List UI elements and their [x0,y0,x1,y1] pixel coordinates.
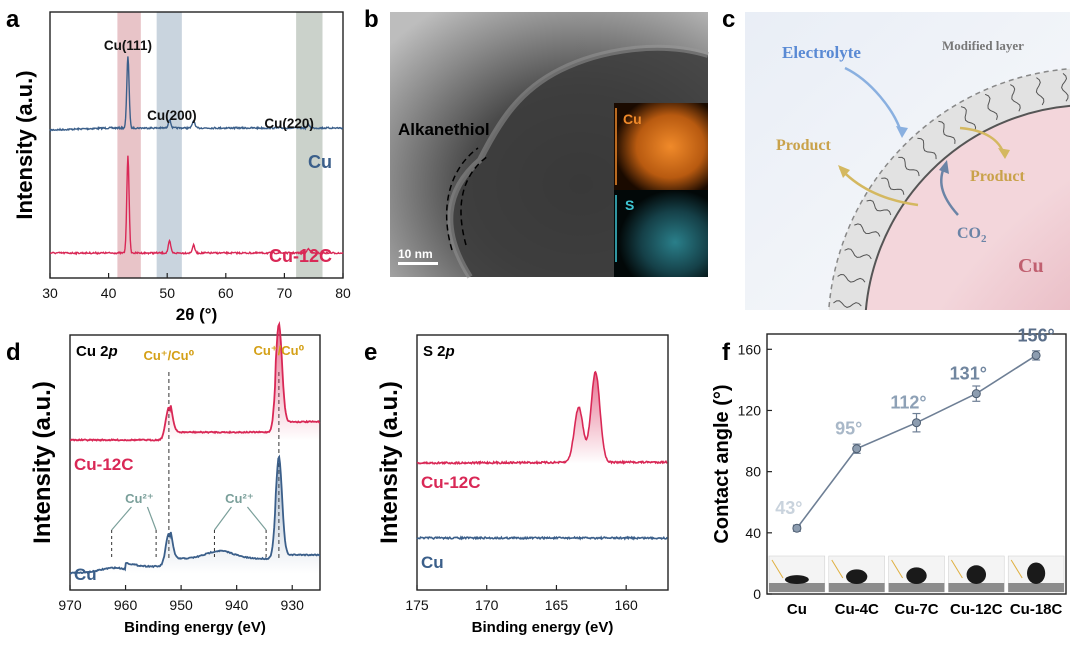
product-label-right: Product [970,168,1025,185]
panel-label-f: f [722,339,731,366]
series-line-cu-12c [416,370,668,466]
series-line-cu-12c [49,155,344,256]
y-axis-label: Intensity (a.u.) [12,70,37,219]
x-tick-label: 970 [58,597,82,613]
chart-title: S 2p [423,343,455,360]
peak-annotation: Cu(220) [264,116,314,131]
data-label: 131° [950,364,987,384]
peak-annotation: Cu²⁺ [125,491,154,506]
series-line-cu [49,56,344,133]
cu-label: Cu [1018,255,1044,277]
data-point [912,418,921,428]
x-tick-label: Cu-12C [950,601,1003,618]
panel-label-b: b [364,6,379,33]
data-point [1031,350,1041,360]
plot-frame [69,334,321,591]
data-point [792,523,802,533]
y-axis-label: Intensity (a.u.) [376,381,403,544]
series-line-cu [69,454,321,575]
co2-label: CO2 [957,225,987,245]
y-tick-label: 0 [753,586,761,602]
contact-angle-line [796,354,1037,529]
modified-layer-label: Modified layer [942,38,1024,53]
panel-label-c: c [722,6,735,33]
cu-map-label: Cu [623,111,642,127]
series-line-cu [416,535,668,541]
xrd-chart: 30 40 50 60 70 80 2θ (°) Intensity (a.u.) Cu Cu-1… [12,11,351,324]
series-line-cu-12c [69,321,321,442]
y-tick-label: 120 [738,402,762,418]
peak-annotation: Cu²⁺ [225,491,254,506]
x-tick-label: 940 [225,597,249,613]
data-point [971,389,981,399]
x-tick-label: Cu [787,601,807,618]
data-label: 112° [890,393,926,413]
x-tick-label: 40 [101,285,117,301]
product-label-left: Product [776,137,831,154]
x-tick-label: 170 [475,597,499,613]
series-label-cu: Cu [308,152,332,172]
plot-frame [766,333,1067,595]
data-label: 43° [775,498,802,518]
contact-angle-chart: 0 40 80 120 160 Contact angle (°) 43° Cu 95° Cu-4… [711,325,1067,618]
series-label-cu12c: Cu-12C [421,473,481,492]
highlight-band [117,12,141,278]
x-tick-label: 950 [169,597,193,613]
tem-image: Alkanethiol 10 nm Cu S [390,12,709,279]
x-tick-label: 175 [405,597,429,613]
highlight-band [156,12,182,278]
panel-label-a: a [6,6,20,33]
peak-annotation: Cu(200) [147,108,197,123]
highlight-band [296,12,323,278]
schematic: Modified layer Electrolyte Product Produ… [745,12,1070,310]
panel-label-e: e [364,339,377,366]
x-axis-label: Binding energy (eV) [472,619,614,636]
x-tick-label: 60 [218,285,234,301]
x-axis-label: Binding energy (eV) [124,619,266,636]
cu-sphere [864,104,1070,310]
chart-title: Cu 2p [76,343,118,360]
scale-bar-label: 10 nm [398,247,433,261]
s-elemental-map [614,190,708,277]
x-tick-label: 50 [159,285,175,301]
data-label: 95° [835,419,862,439]
x-tick-label: Cu-4C [835,601,879,618]
series-label-cu12c: Cu-12C [269,246,332,266]
series-label-cu: Cu [421,553,444,572]
panel-label-d: d [6,339,21,366]
series-label-cu: Cu [74,565,97,584]
x-tick-label: 960 [114,597,138,613]
x-tick-label: Cu-7C [894,601,938,618]
x-tick-label: Cu-18C [1010,601,1063,618]
cu2p-xps-chart: 970 960 950 940 930 Binding energy (eV) Intens… [29,321,321,636]
s-map-label: S [625,197,634,213]
x-tick-label: 930 [281,597,305,613]
y-tick-label: 80 [745,464,761,480]
plot-frame [49,11,344,279]
y-tick-label: 160 [738,341,762,357]
x-tick-label: 80 [335,285,351,301]
x-tick-label: 165 [545,597,569,613]
peak-annotation: Cu⁺/Cu⁰ [143,348,194,363]
x-axis-label: 2θ (°) [176,305,218,324]
data-point [852,444,862,454]
y-axis-label: Contact angle (°) [711,384,733,543]
series-label-cu12c: Cu-12C [74,455,134,474]
alkanethiol-label: Alkanethiol [398,120,490,139]
cu-elemental-map [614,103,708,190]
electrolyte-label: Electrolyte [782,43,861,62]
data-label: 156° [1017,325,1054,345]
x-tick-label: 160 [614,597,638,613]
x-tick-label: 30 [42,285,58,301]
y-axis-label: Intensity (a.u.) [29,381,56,544]
y-tick-label: 40 [745,525,761,541]
x-tick-label: 70 [277,285,293,301]
peak-annotation: Cu(111) [104,38,152,53]
peak-annotation: Cu⁺/Cu⁰ [253,343,304,358]
